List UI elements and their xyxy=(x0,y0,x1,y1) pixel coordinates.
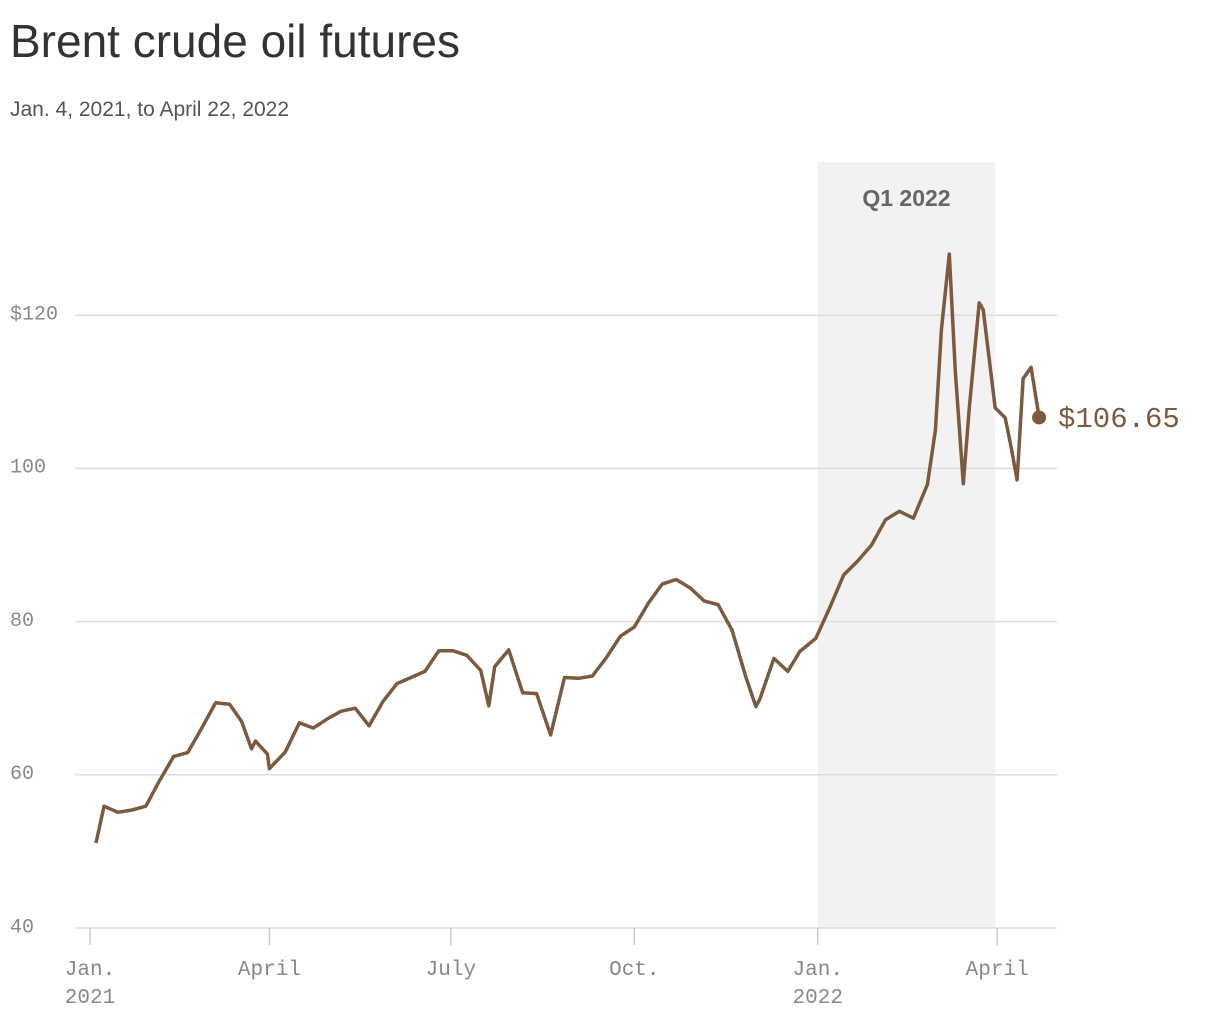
y-tick-label: 80 xyxy=(10,610,34,633)
x-tick-label: April xyxy=(965,959,1029,982)
x-tick-label: April xyxy=(237,959,301,982)
end-label: $106.65 xyxy=(1058,403,1180,436)
x-tick-label: Jan. 2022 xyxy=(792,959,843,1010)
price-line xyxy=(94,252,1041,844)
x-tick-label: Jan. 2021 xyxy=(64,959,116,1010)
x-tick-label: July xyxy=(425,959,477,982)
y-tick-label: 60 xyxy=(10,763,34,786)
highlight-label: Q1 2022 xyxy=(862,185,950,211)
chart-subtitle: Jan. 4, 2021, to April 22, 2022 xyxy=(10,98,290,121)
y-tick-label: 100 xyxy=(10,457,46,480)
chart-title: Brent crude oil futures xyxy=(10,15,461,67)
y-tick-label: 40 xyxy=(10,916,34,939)
x-tick-label: Oct. xyxy=(609,959,660,982)
y-tick-label: $120 xyxy=(10,303,58,326)
highlight-band xyxy=(817,162,996,928)
end-dot xyxy=(1032,410,1047,425)
